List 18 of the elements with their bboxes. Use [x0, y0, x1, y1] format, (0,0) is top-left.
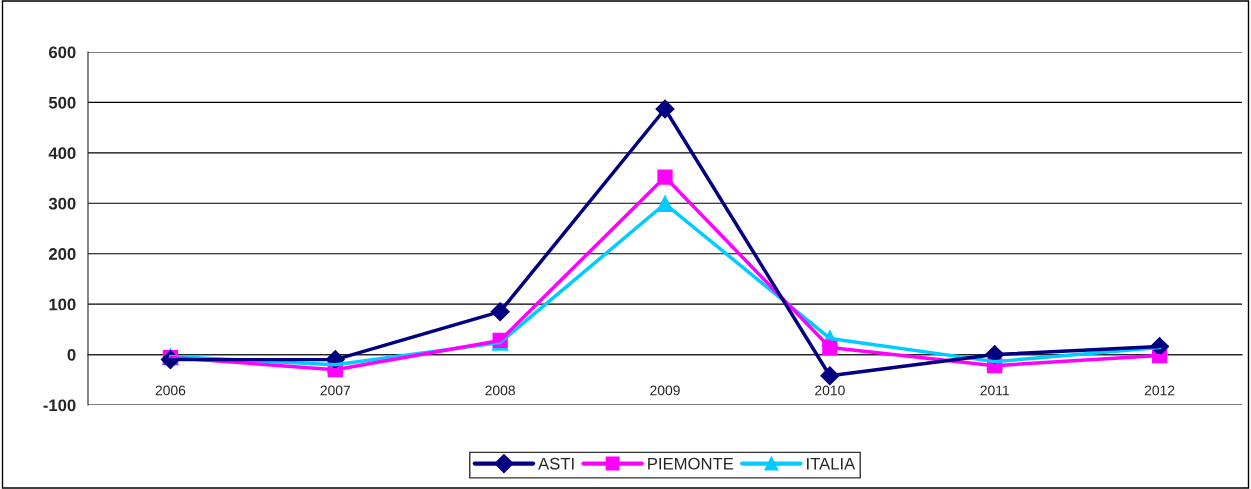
y-tick-label: 100: [49, 298, 76, 311]
y-tick-label: 0: [67, 348, 76, 361]
x-tick-label: 2006: [155, 385, 186, 396]
x-tick-label: 2009: [650, 385, 680, 396]
y-tick-label: 500: [48, 96, 76, 109]
x-tick-label: 2011: [980, 385, 1009, 396]
x-tick-label: 2008: [485, 385, 515, 396]
y-tick-label: 300: [48, 197, 76, 210]
y-tick-label: 200: [48, 248, 76, 260]
legend-label: ITALIA: [807, 457, 856, 470]
x-tick-label: 2010: [815, 385, 845, 396]
legend-label: ASTI: [538, 457, 574, 470]
legend-label: PIEMONTE: [648, 457, 734, 470]
x-tick-label: 2012: [1144, 385, 1175, 396]
y-tick-label: 600: [49, 46, 76, 59]
y-tick-label: 400: [48, 147, 76, 160]
x-tick-label: 2007: [320, 385, 351, 396]
y-tick-label: -100: [43, 399, 76, 412]
